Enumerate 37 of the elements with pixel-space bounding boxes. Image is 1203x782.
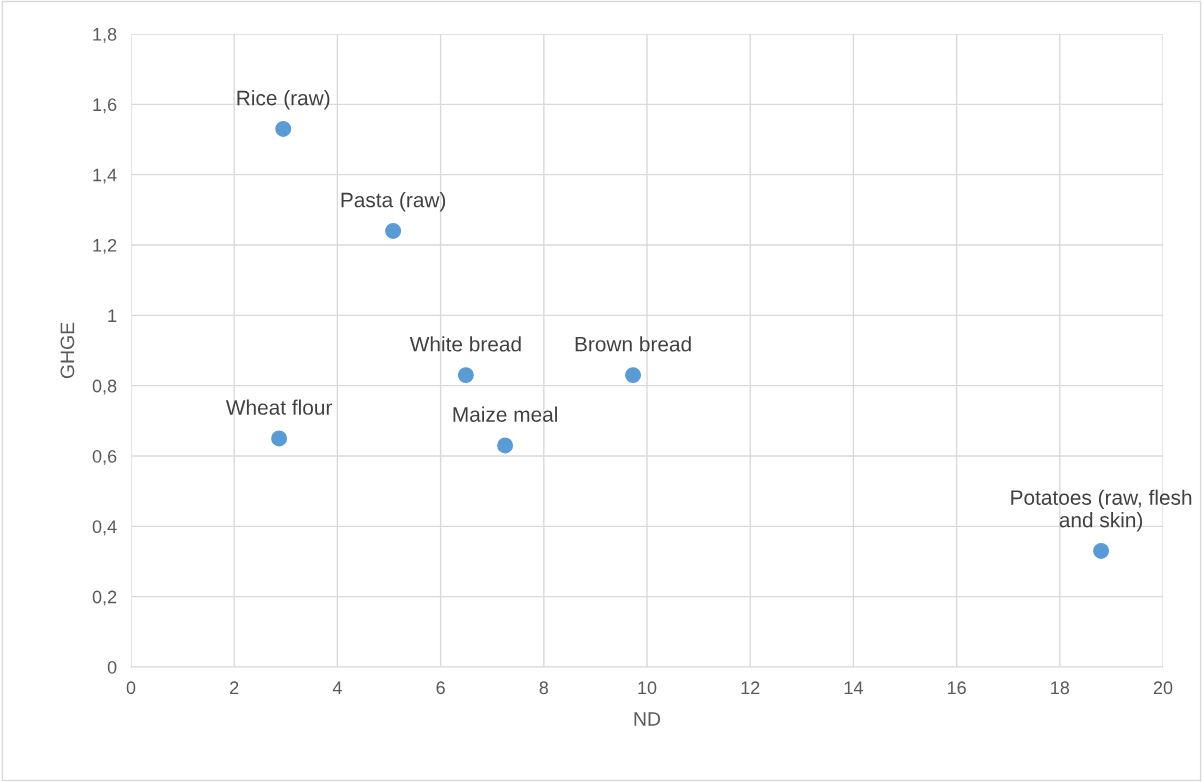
annotation: Rice (raw) xyxy=(237,90,330,110)
annotation: Brown bread xyxy=(575,336,691,352)
x-tick-label: 8 xyxy=(539,681,549,695)
annotation: Maize meal xyxy=(453,406,557,422)
x-tick-label: 6 xyxy=(436,681,445,695)
y-axis-title: GHGE xyxy=(60,322,75,379)
x-axis-title: ND xyxy=(634,712,661,726)
annotation: Potatoes (raw, flesh and skin) xyxy=(1011,489,1192,532)
x-tick-label: 0 xyxy=(126,681,136,695)
point xyxy=(457,367,474,384)
point xyxy=(275,120,292,137)
x-tick-label: 16 xyxy=(947,681,966,695)
y-tick-label: 0,4 xyxy=(92,520,117,536)
x-tick-label: 18 xyxy=(1051,681,1070,695)
point xyxy=(1093,542,1110,559)
point xyxy=(497,437,514,454)
y-tick-label: 1,6 xyxy=(93,98,117,114)
point xyxy=(625,367,642,384)
x-tick-label: 4 xyxy=(332,681,342,694)
annotation: Pasta (raw) xyxy=(341,192,446,212)
y-tick-label: 1,4 xyxy=(93,168,117,184)
y-tick-label: 1 xyxy=(108,309,117,322)
x-tick-label: 14 xyxy=(844,681,863,694)
x-tick-label: 12 xyxy=(741,681,760,694)
y-tick-label: 1,8 xyxy=(93,27,117,43)
y-tick-label: 0,6 xyxy=(92,449,117,465)
y-tick-label: 1,2 xyxy=(93,238,117,254)
annotation: Wheat flour xyxy=(225,399,333,415)
y-tick-label: 0,8 xyxy=(92,379,117,395)
x-tick-label: 20 xyxy=(1153,681,1173,695)
point xyxy=(385,222,402,239)
y-tick-label: 0 xyxy=(107,660,117,674)
x-tick-label: 10 xyxy=(638,681,657,695)
x-tick-label: 2 xyxy=(230,681,239,694)
annotation: White bread xyxy=(409,336,521,352)
y-tick-label: 0,2 xyxy=(92,590,117,606)
point xyxy=(271,430,288,447)
